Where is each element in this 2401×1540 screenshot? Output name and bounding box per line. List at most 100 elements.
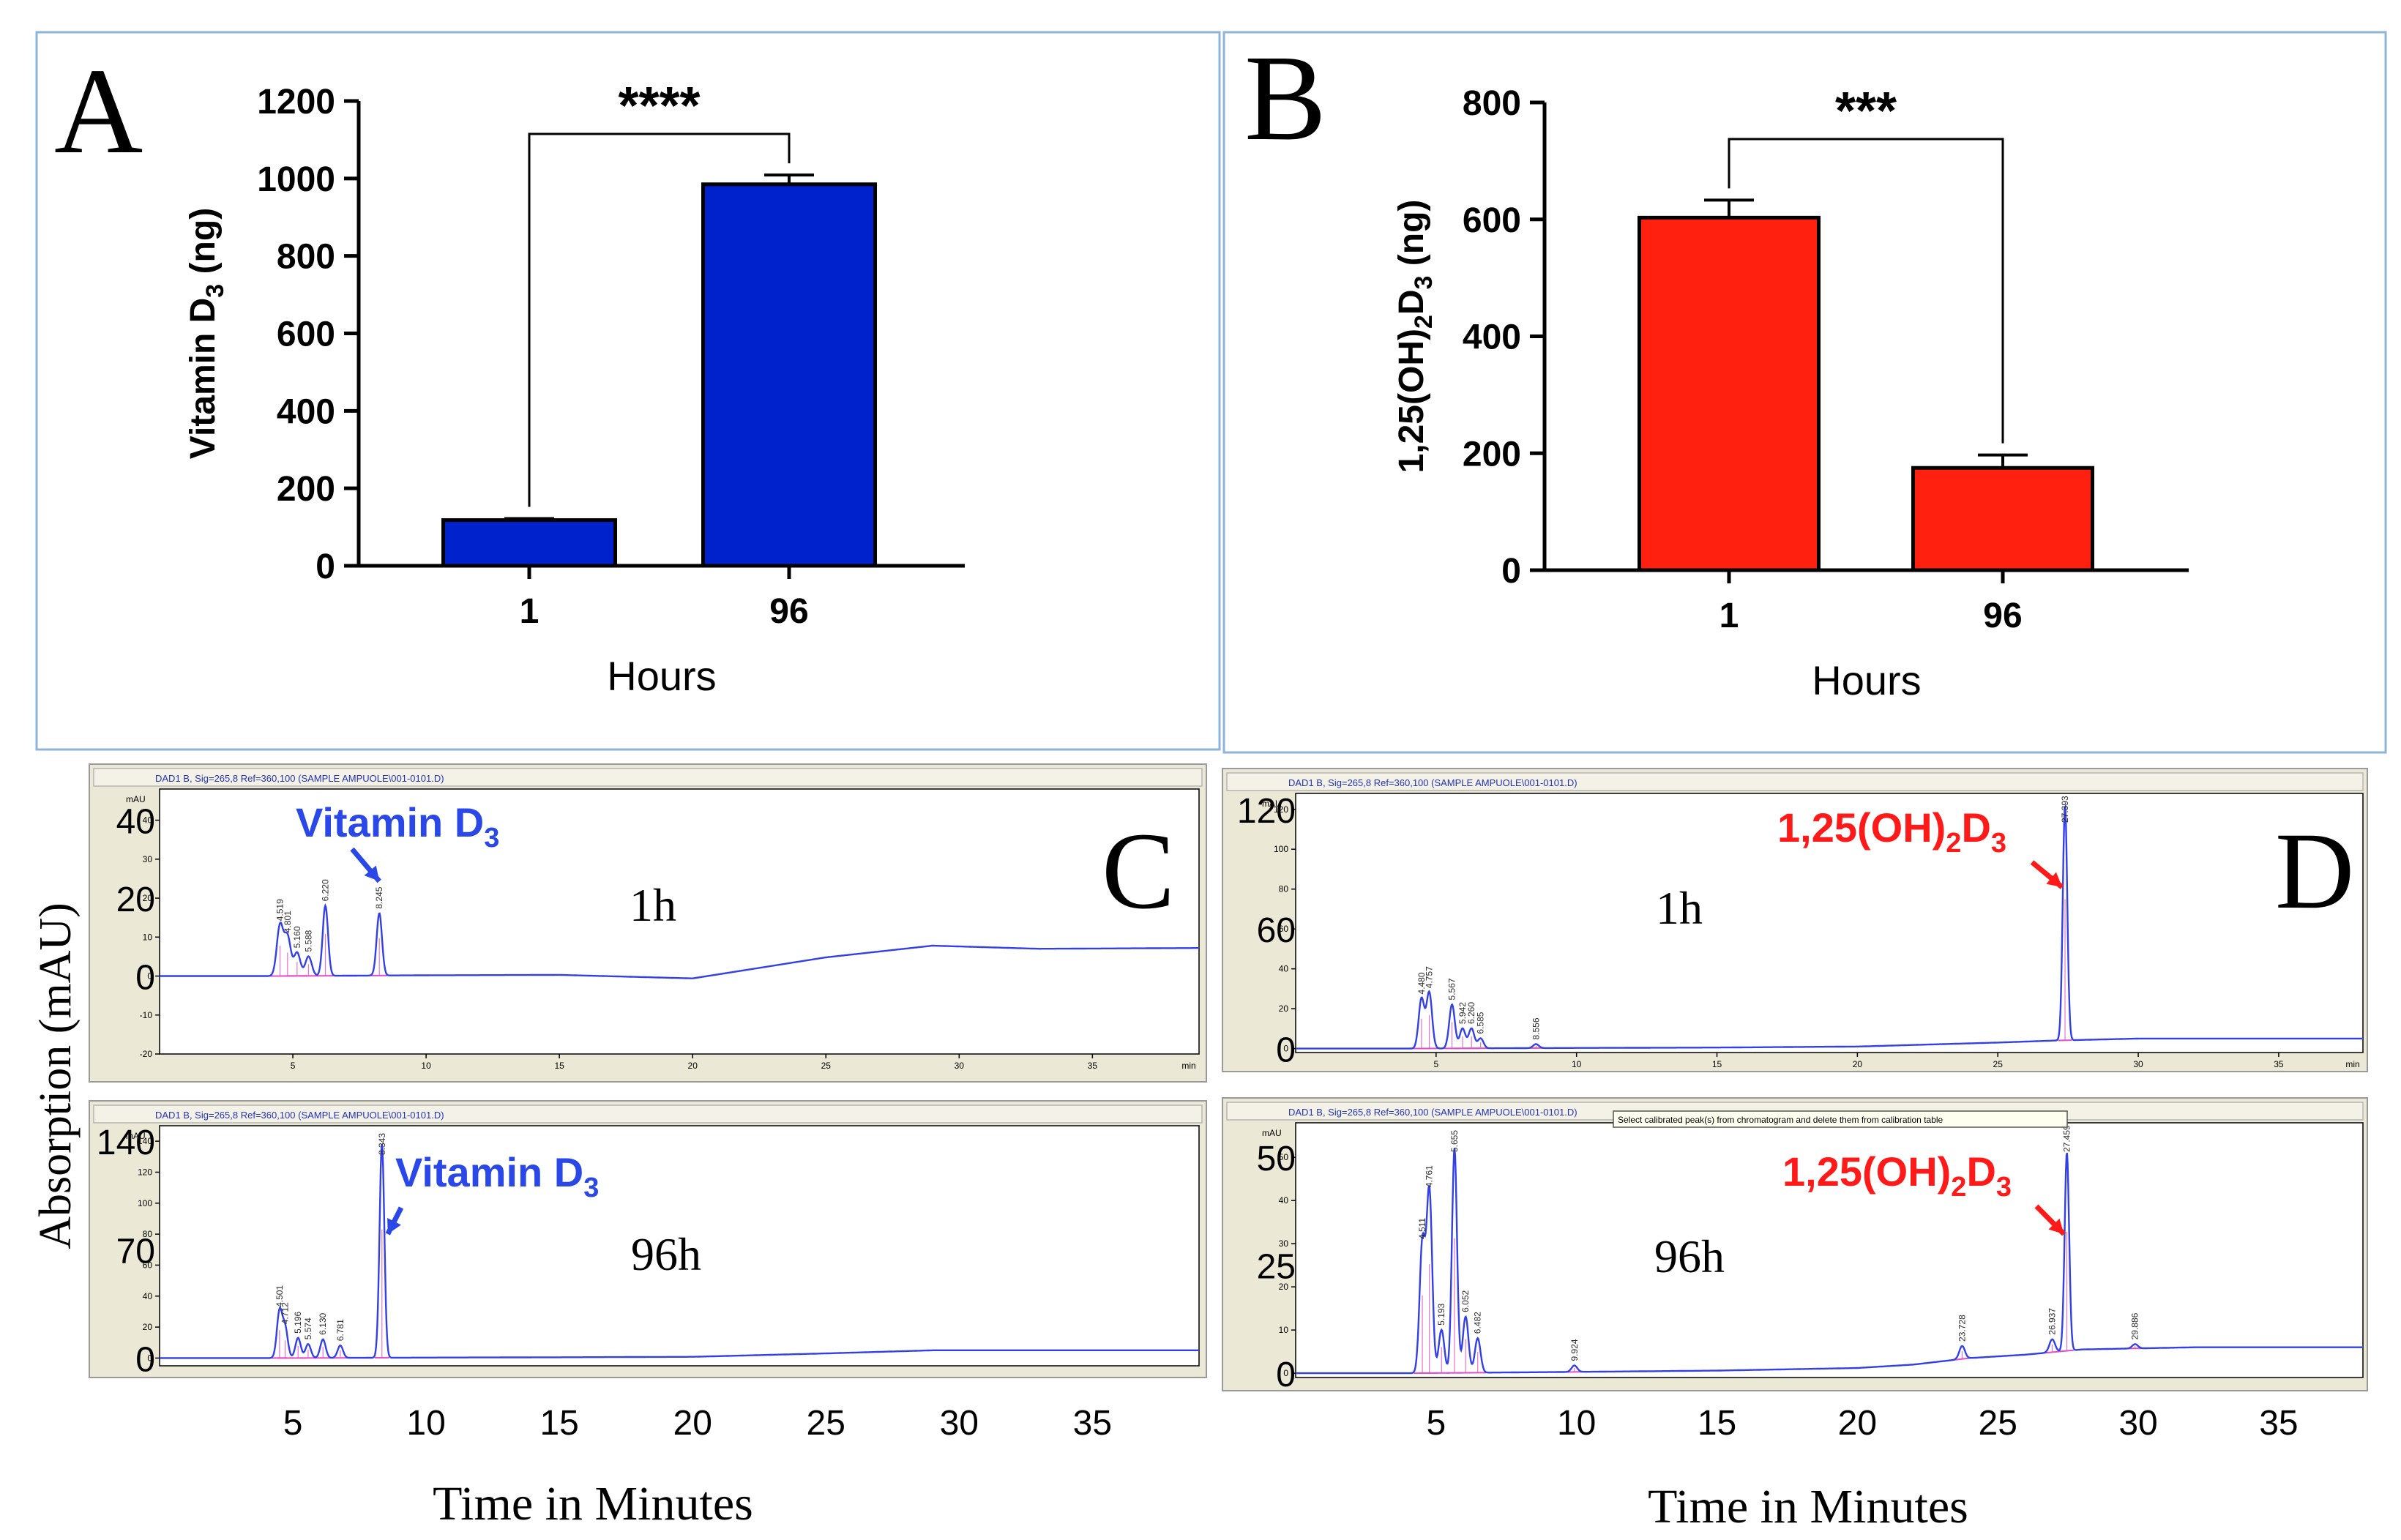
time-label: 1h: [630, 879, 676, 931]
big-y-tick-label: 0: [135, 1340, 155, 1379]
small-x-tick-label: 15: [554, 1061, 564, 1071]
y-tick-label: 1000: [257, 160, 335, 199]
time-label: 96h: [1654, 1230, 1725, 1282]
small-x-tick-label: 5: [1433, 1059, 1438, 1069]
peak-label: 4.511: [1417, 1218, 1427, 1239]
chromatogram-header: DAD1 B, Sig=265,8 Ref=360,100 (SAMPLE AM…: [1288, 777, 1577, 788]
chromatogram-d2: DAD1 B, Sig=265,8 Ref=360,100 (SAMPLE AM…: [1222, 1098, 2367, 1443]
panel-label-b: B: [1244, 30, 1326, 166]
big-x-tick-label: 10: [406, 1404, 445, 1443]
compound-label: Vitamin D3: [296, 799, 499, 853]
y-tick-label: 400: [1463, 318, 1521, 357]
y-tick-label: 800: [1463, 84, 1521, 123]
peak-label: 6.585: [1476, 1012, 1486, 1033]
x-tick-label: 1: [1719, 597, 1739, 635]
x-axis-label: Hours: [1812, 657, 1921, 703]
significance-stars: ***: [1835, 82, 1897, 141]
big-x-tick-label: 10: [1557, 1404, 1596, 1443]
peak-label: 8.343: [377, 1133, 387, 1155]
compound-main: Vitamin D: [296, 799, 484, 845]
y-tick-label: 0: [315, 547, 335, 586]
small-y-tick-label: 30: [143, 854, 153, 864]
x-axis-label: Hours: [607, 653, 716, 699]
small-x-tick-label: 30: [955, 1061, 965, 1071]
y-tick-label: 1200: [257, 83, 335, 122]
time-label: 96h: [631, 1228, 701, 1280]
small-x-tick-label: 20: [1853, 1059, 1863, 1069]
y-label-main: Vitamin D: [184, 298, 223, 460]
peak-label: 29.886: [2130, 1312, 2140, 1339]
compound-sub: 3: [484, 823, 499, 853]
y-tick-label: 200: [1463, 435, 1521, 474]
x-axis-label-left: Time in Minutes: [433, 1477, 753, 1530]
bar-chart-b: B02004006008001 96***Hours1,25(OH)2D3 (ng…: [1244, 30, 2189, 703]
y-label-main: 1,25(OH): [1392, 329, 1431, 473]
y-label-mid: D: [1392, 289, 1431, 315]
big-y-tick-label: 70: [116, 1232, 155, 1271]
big-x-tick-label: 20: [1838, 1404, 1877, 1443]
compound-main: Vitamin D: [395, 1149, 583, 1195]
x-axis-label-right: Time in Minutes: [1648, 1480, 1968, 1533]
small-x-tick-label: 25: [1993, 1059, 2004, 1069]
bar: [703, 184, 875, 566]
compound-main: 1,25(OH): [1777, 804, 1946, 851]
x-unit-label: min: [2345, 1059, 2359, 1069]
y-label-sub: 3: [201, 284, 229, 298]
bar: [1913, 468, 2093, 570]
small-y-tick-label: 80: [1279, 884, 1289, 894]
bar-chart-a: A0200400600800100012001 96****HoursVitami…: [54, 43, 965, 699]
peak-label: 6.130: [318, 1312, 328, 1334]
time-label: 1h: [1656, 882, 1703, 934]
bar: [1640, 217, 1819, 570]
small-x-tick-label: 10: [1572, 1059, 1582, 1069]
peak-label: 5.196: [293, 1311, 303, 1333]
small-y-tick-label: 40: [1279, 964, 1289, 974]
big-y-tick-label: 50: [1257, 1140, 1296, 1178]
y-tick-label: 600: [277, 315, 335, 354]
x-tick-label: 96: [769, 592, 808, 631]
small-x-tick-label: 35: [1088, 1061, 1098, 1071]
panel-label-a: A: [54, 43, 143, 179]
panel-label-d: D: [2275, 810, 2354, 932]
compound-sub: 3: [583, 1173, 599, 1203]
peak-label: 5.655: [1449, 1130, 1460, 1152]
compound-mid: D: [1961, 804, 1990, 851]
big-x-tick-label: 35: [2259, 1404, 2298, 1443]
small-x-tick-label: 5: [291, 1061, 296, 1071]
compound-sub2: 3: [1996, 1172, 2012, 1203]
small-x-tick-label: 30: [2133, 1059, 2143, 1069]
small-y-tick-label: 120: [138, 1167, 152, 1177]
chromatogram-header: DAD1 B, Sig=265,8 Ref=360,100 (SAMPLE AM…: [155, 773, 444, 784]
peak-label: 9.924: [1569, 1339, 1580, 1361]
small-y-tick-label: 20: [1279, 1003, 1289, 1014]
x-unit-label: min: [1181, 1061, 1195, 1071]
big-x-tick-label: 15: [539, 1404, 578, 1443]
peak-label: 4.712: [280, 1302, 291, 1324]
big-y-tick-label: 20: [116, 881, 155, 919]
peak-label: 5.567: [1447, 978, 1457, 1000]
peak-label: 5.193: [1436, 1303, 1446, 1325]
unit-label: mAU: [1262, 1128, 1282, 1138]
compound-label: 1,25(OH)2D3: [1782, 1148, 2012, 1203]
significance-stars: ****: [618, 77, 700, 135]
y-label-tail: (ng): [184, 208, 223, 284]
small-y-tick-label: 20: [143, 1322, 153, 1332]
peak-label: 23.728: [1957, 1315, 1967, 1342]
big-y-tick-label: 60: [1257, 911, 1296, 950]
figure: A0200400600800100012001 96****HoursVitami…: [0, 0, 2401, 1540]
small-y-tick-label: 10: [1279, 1325, 1289, 1335]
peak-label: 4.761: [1424, 1165, 1435, 1187]
compound-mid: D: [1966, 1148, 1995, 1195]
peak-label: 5.160: [292, 926, 302, 948]
peak-label: 27.393: [2060, 796, 2070, 823]
chromatogram-c2: DAD1 B, Sig=265,8 Ref=360,100 (SAMPLE AM…: [89, 1101, 1206, 1443]
chromatogram-header: DAD1 B, Sig=265,8 Ref=360,100 (SAMPLE AM…: [155, 1110, 444, 1121]
peak-label: 5.574: [303, 1317, 313, 1339]
small-x-tick-label: 20: [688, 1061, 698, 1071]
big-y-tick-label: 40: [116, 803, 155, 842]
compound-label: 1,25(OH)2D3: [1777, 804, 2006, 859]
y-label-sub: 2: [1410, 315, 1438, 329]
chromatogram-header: DAD1 B, Sig=265,8 Ref=360,100 (SAMPLE AM…: [1288, 1107, 1577, 1118]
y-label-tail: (ng): [1392, 200, 1431, 276]
peak-label: 27.459: [2062, 1125, 2072, 1152]
